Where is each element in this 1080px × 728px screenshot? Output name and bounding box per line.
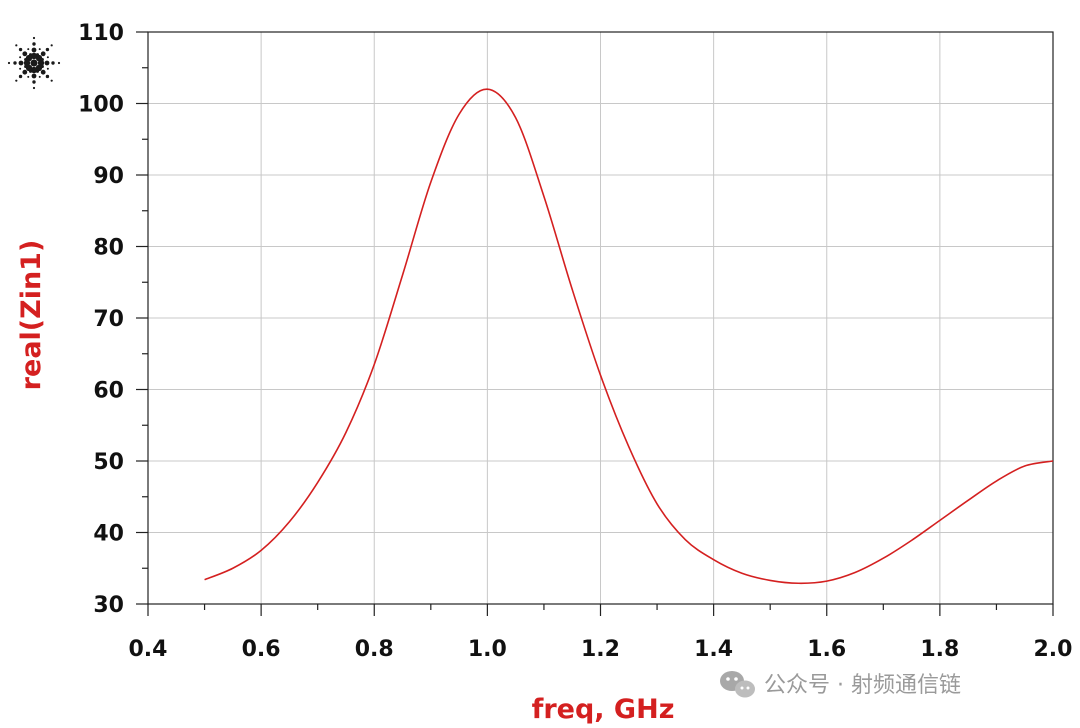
x-tick-label: 0.4 [129, 637, 168, 662]
y-tick-label: 90 [93, 164, 124, 189]
y-tick-label: 100 [78, 93, 124, 118]
x-tick-label: 1.0 [468, 637, 507, 662]
y-axis-title: real(Zin1) [16, 240, 47, 391]
y-tick-label: 110 [78, 21, 124, 46]
x-tick-label: 1.6 [807, 637, 846, 662]
x-tick-label: 0.6 [242, 637, 281, 662]
x-tick-label: 1.8 [920, 637, 959, 662]
series-group [204, 88, 1054, 585]
x-tick-label: 0.8 [355, 637, 394, 662]
wechat-icon [720, 671, 755, 698]
x-tick-label: 1.2 [581, 637, 620, 662]
x-axis-title: freq, GHz [532, 694, 675, 725]
watermark: 公众号 · 射频通信链 [720, 671, 961, 698]
y-tick-label: 80 [93, 236, 124, 261]
watermark-text: 公众号 · 射频通信链 [764, 673, 961, 698]
y-tick-label: 30 [93, 593, 124, 618]
x-tick-label: 1.4 [694, 637, 733, 662]
y-tick-label: 40 [93, 522, 124, 547]
series-line [204, 88, 1054, 585]
x-axis-ticks: 0.4 0.6 0.8 1.0 1.2 1.4 1.6 1.8 2.0 [129, 604, 1073, 662]
starburst-logo-icon [7, 36, 61, 90]
y-tick-label: 60 [93, 379, 124, 404]
x-tick-label: 2.0 [1034, 637, 1073, 662]
y-tick-label: 50 [93, 450, 124, 475]
grid-lines [148, 32, 1053, 604]
y-tick-label: 70 [93, 307, 124, 332]
y-axis-ticks: 30 40 50 60 70 80 90 100 110 [78, 21, 148, 618]
